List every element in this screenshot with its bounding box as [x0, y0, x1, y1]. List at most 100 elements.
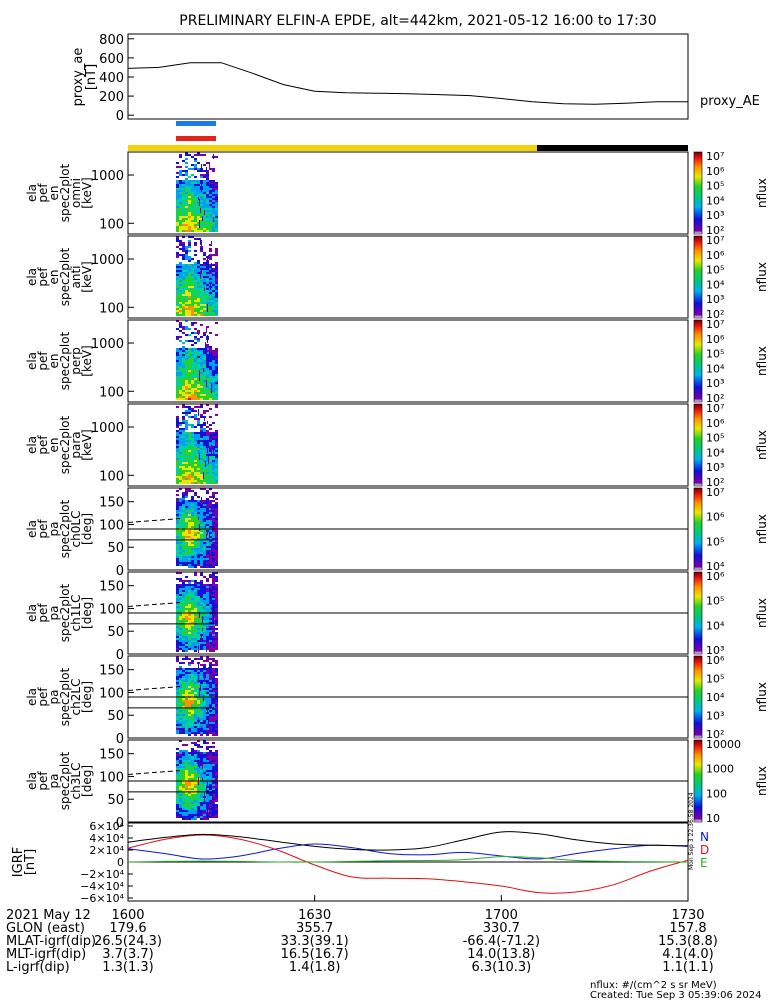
colorbar-tick-label: 10⁷ [706, 402, 724, 415]
time-tick-label: 1730 [671, 908, 704, 923]
ytick-label: 150 [99, 664, 124, 679]
ylabel-line: pa [47, 522, 61, 537]
ephemeris-value: 14.0(13.8) [467, 947, 535, 962]
science-zone-bar [128, 145, 537, 151]
colorbar-tick-label: 10³ [706, 377, 724, 390]
colorbar-ch2LC [693, 655, 703, 739]
ylabel-line: spec2plot [58, 331, 72, 390]
igrf-ytick-label: −4×10⁴ [80, 880, 124, 893]
ytick-label: 100 [99, 602, 124, 617]
ylabel-line: spec2plot [58, 415, 72, 474]
colorbar-tick-label: 10³ [706, 209, 724, 222]
ylabel-line: ela [25, 688, 39, 706]
colorbar-tick-label: 10⁴ [706, 560, 725, 573]
ylabel-line: ela [25, 604, 39, 622]
proxy-ae-ytick-label: 200 [99, 90, 124, 105]
ylabel-line: ela [25, 436, 39, 454]
ytick-label: 100 [99, 301, 124, 316]
colorbar-tick-label: 10² [706, 308, 724, 321]
ytick-label: 50 [107, 709, 124, 724]
colorbar-tick-label: 10⁶ [706, 654, 725, 667]
ylabel-line: pef [36, 183, 50, 203]
ylabel-line: pef [36, 435, 50, 455]
ylabel-line: pef [36, 771, 50, 791]
ylabel-line: en [47, 354, 61, 369]
ylabel-line: en [47, 270, 61, 285]
ytick-label: 50 [107, 541, 124, 556]
ytick-label: 50 [107, 793, 124, 808]
ytick-label: 100 [99, 469, 124, 484]
ylabel-line: spec2plot [58, 247, 72, 306]
igrf-ytick-label: 4×10⁴ [89, 832, 124, 845]
colorbar-tick-label: 10⁵ [706, 535, 724, 548]
colorbar-tick-label: 10⁴ [706, 691, 725, 704]
igrf-side-note: Mon Sep 3 22:36:58 2024 [688, 792, 695, 870]
ylabel-line: ela [25, 520, 39, 538]
footer-created: Created: Tue Sep 3 05:39:06 2024 [590, 990, 762, 1000]
proxy-ae-ylabel-line: proxy_ae [71, 48, 86, 107]
ylabel-line: [deg] [80, 597, 94, 629]
spectrogram-2 [176, 320, 218, 400]
ytick-label: 150 [99, 580, 124, 595]
colorbar-omni [693, 151, 703, 235]
panel-ylabel-omni: elapefenspec2plotomni[keV] [25, 163, 94, 222]
ylabel-line: spec2plot [58, 499, 72, 558]
colorbar-tick-label: 10⁶ [706, 165, 725, 178]
colorbar-tick-label: 10⁴ [706, 446, 725, 459]
ytick-label: 0 [116, 564, 124, 579]
colorbar-tick-label: 10⁷ [706, 150, 724, 163]
ephemeris-label: GLON (east) [6, 921, 85, 936]
footer-units: nflux: #/(cm^2 s sr MeV) [590, 980, 717, 991]
igrf-legend-N: N [700, 830, 709, 844]
night-zone-bar [537, 145, 688, 151]
colorbar-ch0LC [693, 487, 703, 571]
ylabel-line: ch3LC [69, 763, 83, 800]
ylabel-line: omni [69, 178, 83, 208]
ylabel-line: ch2LC [69, 679, 83, 716]
panel-ylabel-para: elapefenspec2plotpara[keV] [25, 415, 94, 474]
ephemeris-value: 1.1(1.1) [662, 960, 714, 975]
colorbar-tick-label: 10⁴ [706, 619, 725, 632]
ephemeris-value: 157.8 [669, 921, 706, 936]
ephemeris-label: MLAT-igrf(dip) [6, 934, 96, 949]
time-tick-label: 1600 [111, 908, 144, 923]
ephemeris-value: 6.3(10.3) [471, 960, 531, 975]
proxy-ae-ylabel: proxy_ae[nT] [71, 48, 99, 107]
panel-ylabel-perp: elapefenspec2plotperp[keV] [25, 331, 94, 390]
ylabel-line: [keV] [80, 177, 94, 208]
colorbar-tick-label: 10⁴ [706, 278, 725, 291]
ephemeris-label: MLT-igrf(dip) [6, 947, 86, 962]
ytick-label: 100 [99, 770, 124, 785]
spectrogram-0 [176, 152, 218, 232]
spectrogram-7 [176, 740, 218, 820]
proxy-ae-ytick-label: 600 [99, 52, 124, 67]
ylabel-line: spec2plot [58, 163, 72, 222]
colorbar-label: nflux [755, 430, 769, 460]
ytick-label: 100 [99, 385, 124, 400]
colorbar-tick-label: 10² [706, 728, 724, 741]
colorbar-tick-label: 10⁶ [706, 417, 725, 430]
colorbar-label: nflux [755, 178, 769, 208]
panel-ylabel-ch2LC: elapefpaspec2plotch2LC[deg] [25, 667, 94, 726]
ephemeris-value: 355.7 [296, 921, 333, 936]
ylabel-line: [deg] [80, 765, 94, 797]
colorbar-tick-label: 10³ [706, 293, 724, 306]
colorbar-tick-label: 10⁵ [706, 348, 724, 361]
ephemeris-value: -66.4(-71.2) [463, 934, 540, 949]
ylabel-line: spec2plot [58, 667, 72, 726]
spectrogram-3 [176, 404, 218, 484]
ylabel-line: en [47, 438, 61, 453]
ylabel-line: pef [36, 351, 50, 371]
time-tick-label: 1700 [485, 908, 518, 923]
ylabel-line: pa [47, 774, 61, 789]
ylabel-line: spec2plot [58, 583, 72, 642]
ephemeris-value: 26.5(24.3) [94, 934, 162, 949]
colorbar-tick-label: 10⁵ [706, 432, 724, 445]
time-tick-label: 1630 [298, 908, 331, 923]
colorbar-tick-label: 10² [706, 476, 724, 489]
colorbar-label: nflux [755, 766, 769, 796]
ytick-label: 1000 [91, 337, 124, 352]
ephemeris-value: 1.3(1.3) [102, 960, 154, 975]
ylabel-line: en [47, 186, 61, 201]
ylabel-line: para [69, 431, 83, 458]
